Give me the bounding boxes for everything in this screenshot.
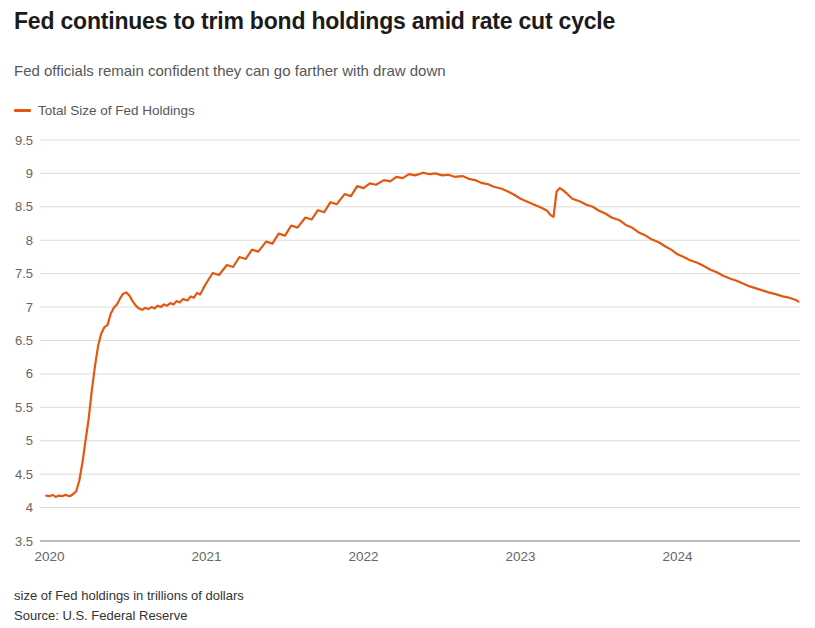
chart-card: Fed continues to trim bond holdings amid…: [0, 0, 815, 628]
x-tick-label: 2020: [34, 549, 64, 564]
y-tick-label: 5: [26, 433, 33, 448]
x-tick-label: 2024: [662, 549, 693, 564]
y-tick-label: 4.5: [15, 467, 33, 482]
y-tick-label: 6: [26, 366, 33, 381]
holdings-line: [46, 173, 798, 497]
x-tick-label: 2022: [348, 549, 378, 564]
y-tick-label: 4: [26, 500, 33, 515]
x-tick-label: 2023: [505, 549, 535, 564]
chart-canvas: 3.5 4 4.5 5 5.5 6 6.5 7 7.5 8 8.5 9 9.5 2020 2021 2022 2…: [0, 0, 815, 575]
y-tick-label: 7.5: [15, 266, 33, 281]
y-tick-label: 7: [26, 300, 33, 315]
x-tick-label: 2021: [191, 549, 221, 564]
y-tick-label: 9.5: [15, 133, 33, 148]
y-tick-label: 3.5: [15, 534, 33, 549]
y-tick-label: 9: [26, 166, 33, 181]
y-tick-label: 8.5: [15, 199, 33, 214]
footer: size of Fed holdings in trillions of dol…: [14, 586, 244, 626]
footer-source: Source: U.S. Federal Reserve: [14, 606, 244, 626]
y-tick-label: 8: [26, 233, 33, 248]
footer-note: size of Fed holdings in trillions of dol…: [14, 586, 244, 606]
y-tick-label: 6.5: [15, 333, 33, 348]
y-tick-label: 5.5: [15, 400, 33, 415]
